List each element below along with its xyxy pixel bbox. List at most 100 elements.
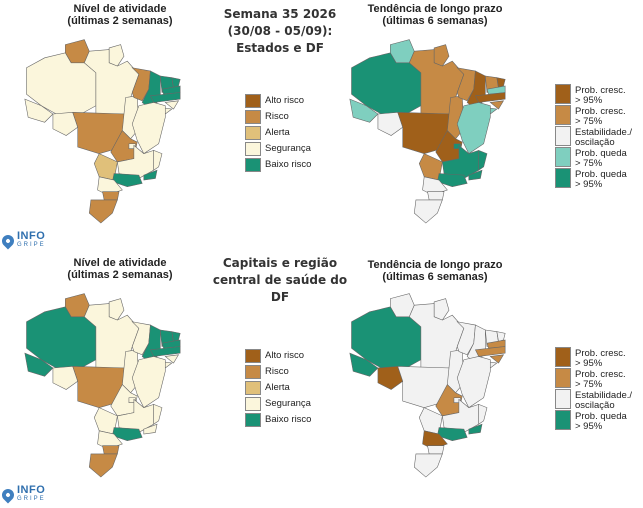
legend-item: Prob. queda > 95% [555, 168, 643, 190]
state-rs [413, 199, 443, 224]
state-ba [131, 356, 166, 409]
legend-item: Prob. cresc. > 75% [555, 368, 643, 390]
legend-label: Baixo risco [265, 159, 312, 170]
state-al [164, 100, 180, 110]
state-es [478, 149, 488, 171]
legend-trend-bottom: Prob. cresc. > 95% Prob. cresc. > 75% Estabi… [555, 347, 643, 432]
legend-swatch [245, 413, 261, 427]
legend-item: Prob. cresc. > 75% [555, 105, 643, 127]
legend-item: Baixo risco [245, 413, 335, 427]
legend-swatch [555, 389, 571, 409]
legend-item: Prob. cresc. > 95% [555, 347, 643, 369]
state-ro [52, 366, 79, 390]
legend-label: Alto risco [265, 350, 305, 361]
legend-swatch [555, 368, 571, 388]
state-pe [149, 346, 181, 357]
location-pin-icon [0, 232, 17, 250]
legend-swatch [245, 126, 261, 140]
legend-item: Estabilidade./oscilação [555, 126, 643, 148]
state-sc [427, 445, 445, 455]
legend-label: Risco [265, 111, 289, 122]
legend-label: Segurança [265, 398, 311, 409]
panel-title-trend-capitals: Tendência de longo prazo (últimas 6 sema… [367, 259, 503, 283]
state-ro [52, 112, 79, 136]
legend-item: Alerta [245, 126, 335, 140]
state-es [478, 403, 488, 425]
legend-swatch [245, 365, 261, 379]
legend-label: Prob. cresc. > 95% [575, 348, 626, 369]
state-sc [427, 191, 445, 201]
legend-item: Prob. queda > 75% [555, 147, 643, 169]
state-ap [108, 298, 125, 321]
panel-title-activity-capitals: Nível de atividade (últimas 2 semanas) [67, 257, 173, 281]
legend-item: Estabilidade./oscilação [555, 389, 643, 411]
legend-swatch [555, 410, 571, 430]
infogripe-logo-top: INFO GRIPE [0, 231, 46, 250]
state-ac [349, 98, 379, 123]
state-es [153, 149, 163, 171]
panel-title-activity-states: Nível de atividade (últimas 2 semanas) [67, 3, 173, 27]
legend-item: Prob. queda > 95% [555, 410, 643, 432]
legend-label: Alto risco [265, 95, 305, 106]
legend-swatch [245, 142, 261, 156]
location-pin-icon [0, 486, 17, 504]
legend-activity-bottom: Alto risco Risco Alerta Segurança Baixo risc… [245, 349, 340, 429]
legend-label: Segurança [265, 143, 311, 154]
legend-swatch [245, 158, 261, 172]
legend-swatch [555, 126, 571, 146]
state-al [489, 354, 505, 364]
legend-item: Alerta [245, 381, 335, 395]
legend-label: Prob. queda > 75% [575, 148, 627, 169]
legend-label: Baixo risco [265, 414, 312, 425]
legend-item: Segurança [245, 142, 335, 156]
legend-swatch [245, 110, 261, 124]
state-sc [102, 445, 120, 455]
legend-item: Risco [245, 365, 335, 379]
state-rn [496, 331, 506, 342]
legend-item: Baixo risco [245, 158, 335, 172]
state-pe [474, 346, 506, 357]
state-ap [433, 298, 450, 321]
state-ap [108, 44, 125, 67]
legend-label: Prob. cresc. > 95% [575, 85, 626, 106]
legend-item: Segurança [245, 397, 335, 411]
legend-label: Prob. queda > 95% [575, 169, 627, 190]
state-ro [377, 366, 404, 390]
legend-swatch [245, 94, 261, 108]
state-ba [456, 102, 491, 155]
center-title-states: Semana 35 2026 (30/08 - 05/09): Estados … [223, 7, 337, 55]
legend-activity-top: Alto risco Risco Alerta Segurança Baixo risc… [245, 94, 340, 174]
legend-label: Risco [265, 366, 289, 377]
state-rn [171, 77, 181, 88]
legend-item: Alto risco [245, 94, 335, 108]
state-al [489, 100, 505, 110]
legend-item: Risco [245, 110, 335, 124]
infogripe-logo-bottom: INFO GRIPE [0, 485, 46, 504]
legend-label: Prob. cresc. > 75% [575, 369, 626, 390]
state-rn [171, 331, 181, 342]
legend-swatch [555, 147, 571, 167]
legend-label: Alerta [265, 127, 290, 138]
state-ac [349, 352, 379, 377]
state-ac [24, 352, 54, 377]
state-al [164, 354, 180, 364]
state-rj [468, 169, 483, 181]
legend-swatch [245, 349, 261, 363]
legend-label: Estabilidade./oscilação [575, 127, 633, 148]
state-rj [468, 423, 483, 435]
state-rs [88, 199, 118, 224]
state-es [153, 403, 163, 425]
legend-swatch [245, 397, 261, 411]
state-ap [433, 44, 450, 67]
center-title-capitals: Capitais e região central de saúde do DF [212, 256, 348, 304]
state-ba [131, 102, 166, 155]
state-ac [24, 98, 54, 123]
legend-swatch [555, 105, 571, 125]
map-trend-capitals [349, 293, 506, 478]
legend-label: Prob. cresc. > 75% [575, 106, 626, 127]
legend-swatch [555, 347, 571, 367]
legend-trend-top: Prob. cresc. > 95% Prob. cresc. > 75% Estabi… [555, 84, 643, 190]
legend-item: Prob. cresc. > 95% [555, 84, 643, 106]
state-rj [143, 169, 158, 181]
legend-item: Alto risco [245, 349, 335, 363]
